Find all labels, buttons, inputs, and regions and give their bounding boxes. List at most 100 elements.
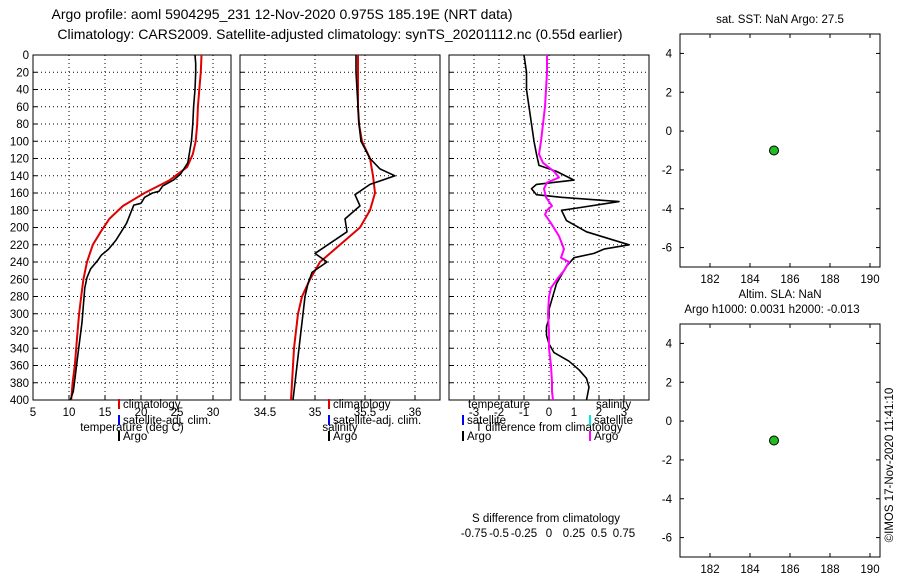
s-difference-tick-label: 0.25 [563, 528, 585, 540]
difference-legend-salinity-title: salinity [596, 399, 631, 411]
sst-x-tick-label: 182 [700, 274, 719, 286]
difference-legend-s-satellite-label: satellite [594, 415, 633, 427]
sst-y-tick-label: 0 [666, 126, 672, 138]
depth-tick-label: 140 [10, 171, 29, 183]
sla-y-tick-label: -4 [662, 494, 673, 506]
sst-x-tick-label: 186 [780, 274, 799, 286]
sla-x-tick-label: 186 [780, 564, 799, 576]
depth-tick-label: 300 [10, 309, 29, 321]
salinity-legend-satellite-label: satellite-adj. clim. [333, 415, 421, 427]
salinity-tick-label: 35 [309, 407, 322, 419]
salinity-argo-line [292, 55, 396, 401]
salinity-legend-argo-label: Argo [333, 431, 357, 443]
plot-area: 0204060801001201401601802002202402602803… [10, 14, 881, 576]
depth-tick-label: 20 [16, 67, 29, 79]
depth-tick-label: 200 [10, 223, 29, 235]
t-difference-axis-label: T difference from climatology [475, 422, 622, 434]
temperature-tick-label: 25 [171, 407, 184, 419]
t-difference-tick-label: -3 [469, 407, 479, 419]
sst-x-tick-label: 184 [740, 274, 760, 286]
t-difference-tick-label: 0 [546, 407, 552, 419]
depth-tick-label: 240 [10, 257, 29, 269]
depth-tick-label: 120 [10, 154, 29, 166]
sst-title: sat. SST: NaN Argo: 27.5 [716, 14, 844, 26]
difference-legend-t-satellite-label: satellite [467, 415, 506, 427]
depth-tick-label: 320 [10, 326, 29, 338]
sst-argo-marker [769, 145, 779, 156]
sst-y-tick-label: -2 [662, 165, 672, 177]
sla-x-tick-label: 190 [860, 564, 879, 576]
sst-x-tick-label: 190 [860, 274, 879, 286]
s-difference-axis-label: S difference from climatology [472, 513, 620, 525]
temperature-legend-argo-label: Argo [123, 431, 147, 443]
temperature-legend-climatology-label: climatology [123, 399, 181, 411]
s-difference-tick-label: 0 [546, 528, 552, 540]
depth-tick-label: 60 [16, 102, 29, 114]
t-difference-tick-label: 2 [596, 407, 602, 419]
sla-y-tick-label: 0 [666, 416, 672, 428]
sst-y-tick-label: -4 [662, 204, 673, 216]
s-difference-tick-label: -0.5 [489, 528, 509, 540]
depth-tick-label: 0 [23, 50, 29, 62]
salinity-axis-label: salinity [322, 422, 357, 434]
s-difference-tick-label: -0.25 [511, 528, 537, 540]
temperature-climatology-line [70, 54, 203, 401]
difference-legend-s-argo-label: Argo [594, 431, 618, 443]
sst-y-tick-label: 4 [666, 48, 673, 60]
sst-y-tick-label: 2 [666, 87, 672, 99]
depth-tick-label: 400 [10, 395, 29, 407]
sla-x-tick-label: 184 [740, 564, 760, 576]
temperature-legend-satellite-label: satellite-adj. clim. [123, 415, 211, 427]
depth-tick-label: 180 [10, 205, 29, 217]
sla-x-tick-label: 182 [700, 564, 719, 576]
sla-x-tick-label: 188 [820, 564, 839, 576]
temperature-tick-label: 30 [207, 407, 220, 419]
salinity-tick-label: 36 [409, 407, 422, 419]
sla-title: Altim. SLA: NaN [738, 289, 821, 301]
difference-legend-temperature-title: temperature [468, 399, 530, 411]
sst-y-tick-label: -6 [662, 243, 672, 255]
salinity-plot-grid [240, 54, 440, 401]
s-difference-tick-label: -0.75 [461, 528, 487, 540]
difference-legend-t-argo-label: Argo [467, 431, 491, 443]
t-difference-tick-label: -2 [494, 407, 504, 419]
depth-tick-label: 40 [16, 85, 29, 97]
t-difference-tick-label: 1 [571, 407, 577, 419]
sst-x-tick-label: 188 [820, 274, 839, 286]
salinity-legend-climatology-label: climatology [333, 399, 391, 411]
sla-subtitle: Argo h1000: 0.0031 h2000: -0.013 [684, 304, 859, 316]
s-difference-tick-label: 0.75 [613, 528, 635, 540]
depth-tick-label: 160 [10, 188, 29, 200]
depth-tick-label: 280 [10, 292, 29, 304]
sla-y-tick-label: -2 [662, 455, 672, 467]
depth-tick-label: 360 [10, 361, 29, 373]
depth-tick-label: 380 [10, 378, 29, 390]
s-difference-argo-line [538, 55, 570, 401]
t-difference-tick-label: 3 [621, 407, 627, 419]
timestamp-stamp: ©IMOS 17-Nov-2020 11:41:10 [884, 388, 896, 543]
temperature-axis-label: temperature (deg C) [80, 422, 184, 434]
title-line-2: Climatology: CARS2009. Satellite-adjuste… [57, 26, 622, 42]
s-difference-tick-label: 0.5 [591, 528, 607, 540]
salinity-tick-label: 35.5 [354, 407, 376, 419]
temperature-tick-label: 15 [99, 407, 112, 419]
temperature-argo-line [69, 54, 197, 401]
t-difference-tick-label: -1 [519, 407, 529, 419]
temperature-tick-label: 20 [135, 407, 148, 419]
depth-tick-label: 220 [10, 240, 29, 252]
salinity-tick-label: 34.5 [254, 407, 276, 419]
sla-y-tick-label: -6 [662, 533, 672, 545]
depth-tick-label: 100 [10, 136, 29, 148]
sst-plot-frame [679, 33, 881, 268]
depth-tick-label: 260 [10, 274, 29, 286]
depth-tick-label: 80 [16, 119, 29, 131]
title-line-1: Argo profile: aoml 5904295_231 12-Nov-20… [51, 6, 512, 22]
depth-tick-label: 340 [10, 343, 29, 355]
sla-y-tick-label: 4 [666, 338, 673, 350]
temperature-tick-label: 5 [30, 407, 36, 419]
sla-plot-frame [679, 323, 881, 558]
sla-argo-marker [769, 435, 779, 446]
sla-y-tick-label: 2 [666, 377, 672, 389]
temperature-tick-label: 10 [63, 407, 76, 419]
